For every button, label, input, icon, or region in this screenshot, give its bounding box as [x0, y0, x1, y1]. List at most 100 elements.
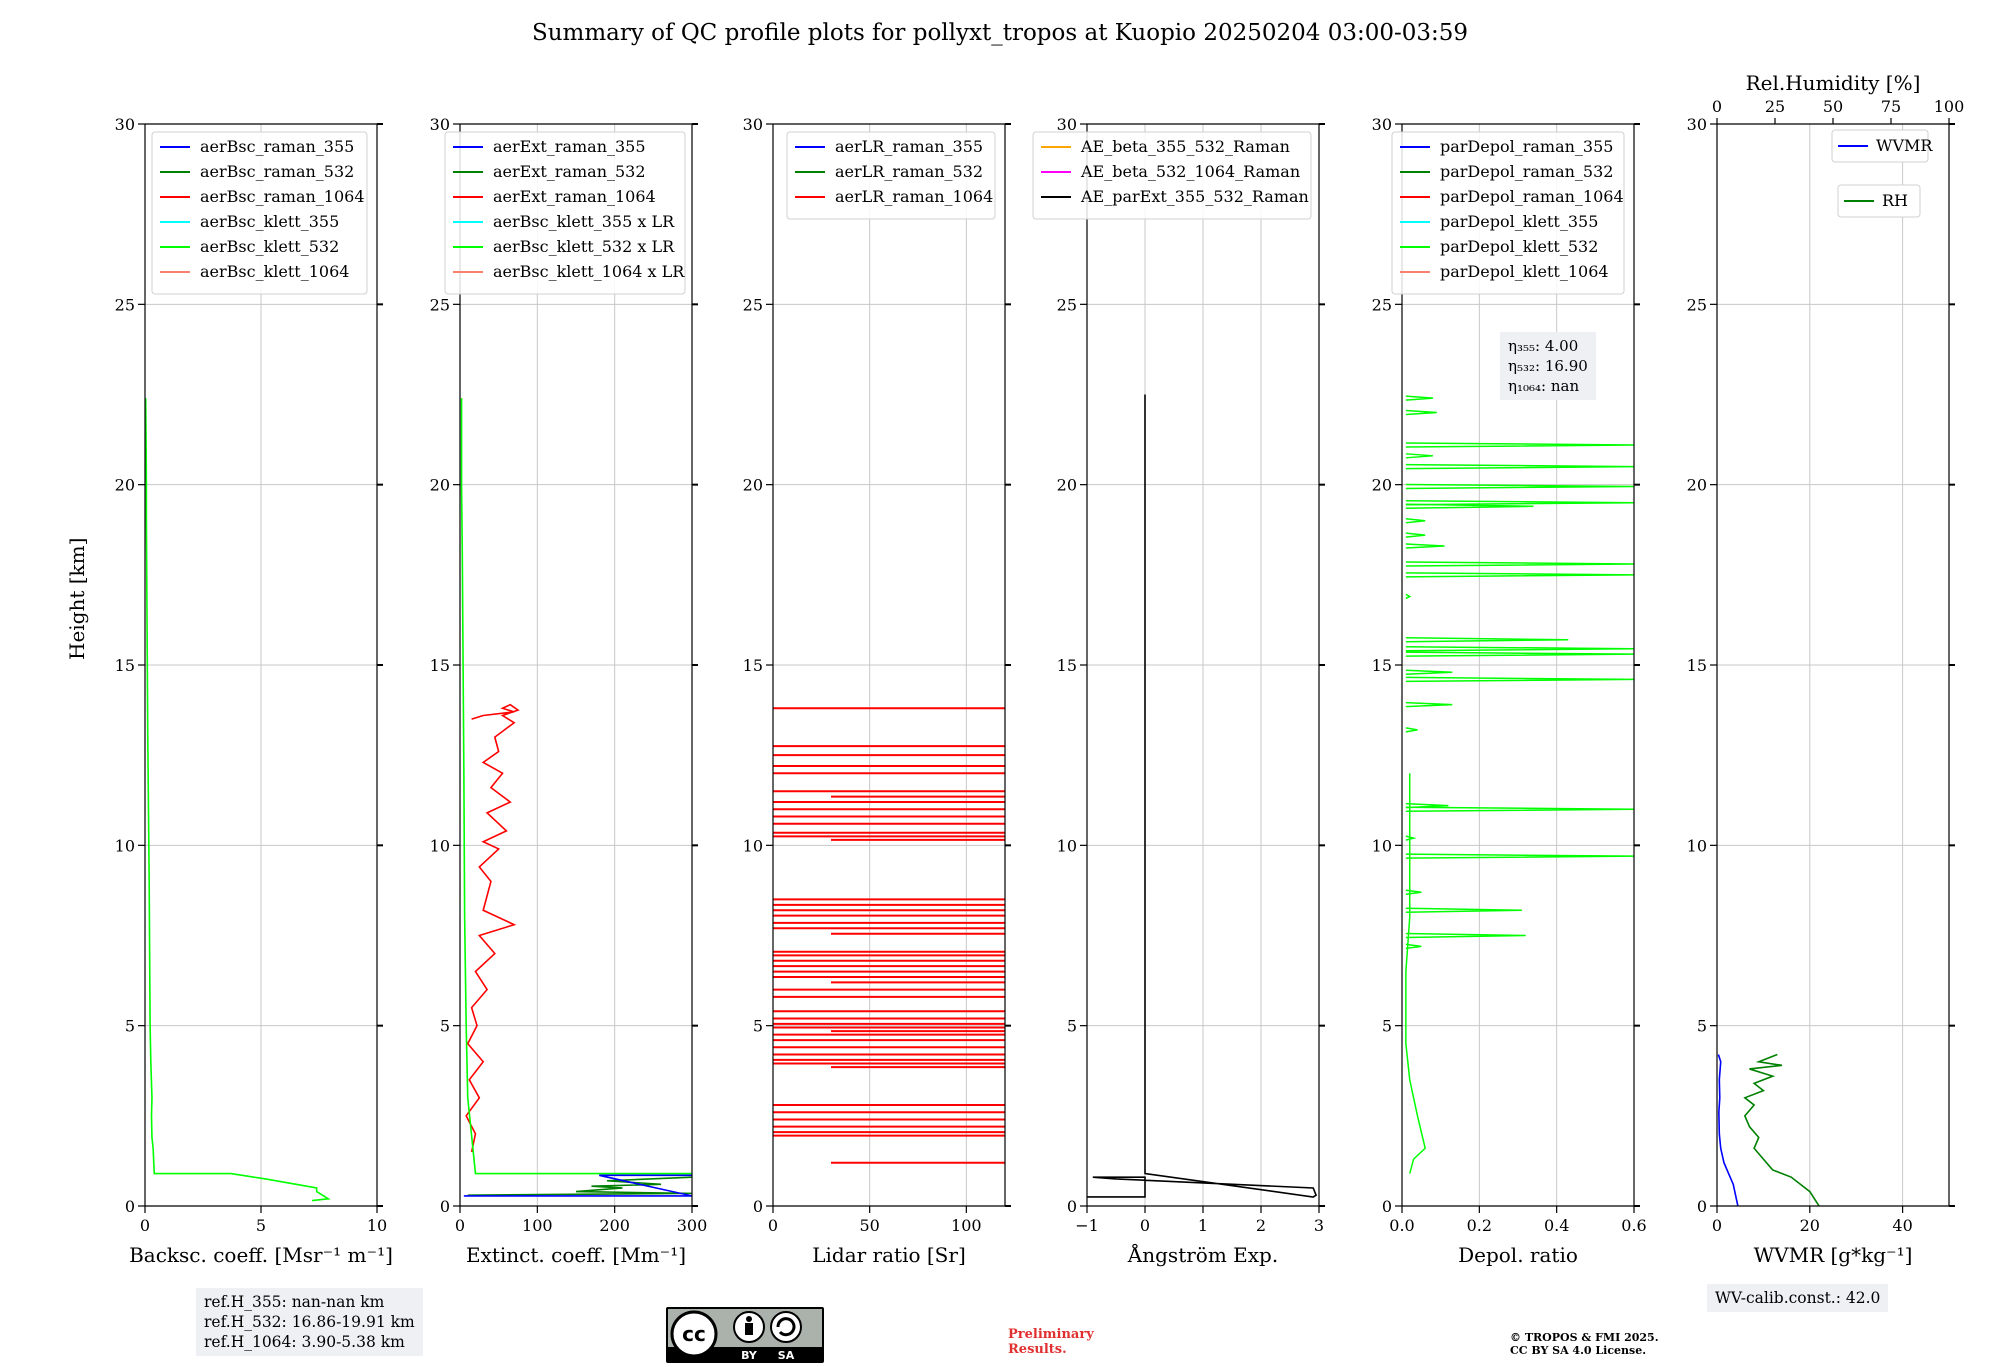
legend-entry: parDepol_raman_1064	[1440, 187, 1624, 206]
ref-height-1064: ref.H_1064: 3.90-5.38 km	[204, 1333, 405, 1351]
eta-355: η₃₅₅: 4.00	[1508, 337, 1579, 355]
y-tick-label: 5	[1697, 1017, 1707, 1036]
series-line	[1717, 1054, 1739, 1206]
legend-entry: parDepol_raman_355	[1440, 137, 1613, 156]
y-tick-label: 10	[1057, 836, 1077, 855]
x-tick-label: 0	[768, 1216, 778, 1235]
series-line	[467, 1176, 692, 1196]
series-spike	[1405, 943, 1422, 950]
legend-box	[1831, 129, 1929, 163]
preliminary-line-2: Results.	[1008, 1342, 1067, 1357]
x-axis-label: Ångström Exp.	[1127, 1242, 1278, 1267]
x-axis-label: Depol. ratio	[1458, 1243, 1578, 1267]
legend-entry: aerLR_raman_355	[835, 137, 983, 156]
series-spike	[1405, 802, 1449, 809]
x-tick-label: 1	[1198, 1216, 1208, 1235]
y-tick-label: 20	[1057, 476, 1077, 495]
series-group	[145, 398, 331, 1202]
ref-height-355: ref.H_355: nan-nan km	[204, 1293, 385, 1311]
y-tick-label: 30	[1057, 115, 1077, 134]
x-axis-label: Lidar ratio [Sr]	[812, 1243, 966, 1267]
top-x-axis-label: Rel.Humidity [%]	[1746, 71, 1921, 95]
figure-title: Summary of QC profile plots for pollyxt_…	[531, 20, 1469, 46]
panel-backscatter: 0 5 10 15 20 25 30 0 5 10 Backsc. coeff. [Msr⁻¹ m⁻…	[115, 115, 393, 1267]
y-tick-label: 25	[743, 295, 763, 314]
legend-box	[1391, 131, 1625, 295]
legend-entry: aerBsc_klett_532 x LR	[493, 237, 675, 256]
y-tick-label: 20	[1687, 476, 1707, 495]
series-spike	[1405, 676, 1634, 683]
legend-entry: aerLR_raman_1064	[835, 187, 993, 206]
series-group	[460, 398, 692, 1197]
y-tick-label: 20	[743, 476, 763, 495]
series-group	[1405, 395, 1634, 1174]
eta-box: η₃₅₅: 4.00 η₅₃₂: 16.90 η₁₀₆₄: nan	[1500, 332, 1596, 400]
x-tick-label: 100	[951, 1216, 982, 1235]
series-spike	[1405, 532, 1426, 538]
x-tick-label: −1	[1075, 1216, 1099, 1235]
legend: aerExt_raman_355 aerExt_raman_532 aerExt_r…	[444, 131, 686, 295]
x-tick-label: 0	[1140, 1216, 1150, 1235]
series-spike	[1405, 453, 1433, 459]
legend: WVMR RH	[1831, 129, 1933, 218]
y-tick-label: 15	[1372, 656, 1392, 675]
y-tick-label: 5	[125, 1017, 135, 1036]
legend-entry: parDepol_klett_355	[1440, 212, 1598, 231]
copyright-line-1: © TROPOS & FMI 2025.	[1510, 1331, 1659, 1344]
series-spike	[1405, 669, 1453, 675]
y-tick-label: 15	[430, 656, 450, 675]
legend-box	[151, 131, 368, 295]
y-tick-label: 10	[1372, 836, 1392, 855]
y-tick-label: 30	[430, 115, 450, 134]
y-tick-label: 30	[1372, 115, 1392, 134]
series-spike	[1405, 701, 1453, 708]
y-tick-label: 30	[743, 115, 763, 134]
wv-calibration-text: WV-calib.const.: 42.0	[1715, 1289, 1881, 1307]
top-x-tick-label: 0	[1712, 97, 1722, 116]
series-spike	[1405, 646, 1634, 652]
y-tick-label: 5	[753, 1017, 763, 1036]
y-tick-label: 15	[1687, 656, 1707, 675]
reference-height-box: ref.H_355: nan-nan km ref.H_532: 16.86-1…	[196, 1288, 423, 1356]
y-tick-label: 5	[1382, 1017, 1392, 1036]
x-tick-label: 200	[599, 1216, 630, 1235]
x-tick-label: 2	[1256, 1216, 1266, 1235]
cc-by-label: BY	[741, 1349, 758, 1362]
legend-entry: RH	[1882, 191, 1908, 210]
y-tick-label: 20	[430, 476, 450, 495]
y-tick-label: 10	[430, 836, 450, 855]
x-tick-label: 100	[522, 1216, 553, 1235]
copyright-line-2: CC BY SA 4.0 License.	[1510, 1344, 1647, 1357]
y-tick-label: 5	[1067, 1017, 1077, 1036]
x-axis-label: Extinct. coeff. [Mm⁻¹]	[466, 1243, 686, 1267]
y-tick-label: 0	[1697, 1197, 1707, 1216]
x-tick-label: 0	[1712, 1216, 1722, 1235]
series-spike	[1405, 806, 1634, 813]
series-spike	[1405, 593, 1412, 600]
y-tick-label: 25	[115, 295, 135, 314]
legend: parDepol_raman_355 parDepol_raman_532 parD…	[1391, 131, 1625, 295]
y-tick-label: 0	[753, 1197, 763, 1216]
wv-calibration-box: WV-calib.const.: 42.0	[1707, 1284, 1889, 1312]
series-spike	[1405, 483, 1634, 490]
y-tick-label: 0	[440, 1197, 450, 1216]
y-tick-label: 5	[440, 1017, 450, 1036]
x-tick-label: 50	[859, 1216, 879, 1235]
legend-entry: aerExt_raman_1064	[493, 187, 656, 206]
series-group	[773, 707, 1005, 1164]
top-x-tick-label: 25	[1765, 97, 1785, 116]
y-tick-label: 15	[1057, 656, 1077, 675]
series-line	[1743, 1053, 1820, 1206]
copyright-note: © TROPOS & FMI 2025. CC BY SA 4.0 Licens…	[1510, 1331, 1659, 1357]
legend-entry: parDepol_klett_532	[1440, 237, 1598, 256]
y-tick-label: 20	[115, 476, 135, 495]
x-tick-label: 300	[677, 1216, 708, 1235]
y-tick-label: 0	[125, 1197, 135, 1216]
series-spike	[1405, 889, 1422, 895]
cc-sa-label: SA	[778, 1349, 795, 1362]
legend-box	[786, 131, 996, 220]
x-tick-label: 0.6	[1621, 1216, 1646, 1235]
